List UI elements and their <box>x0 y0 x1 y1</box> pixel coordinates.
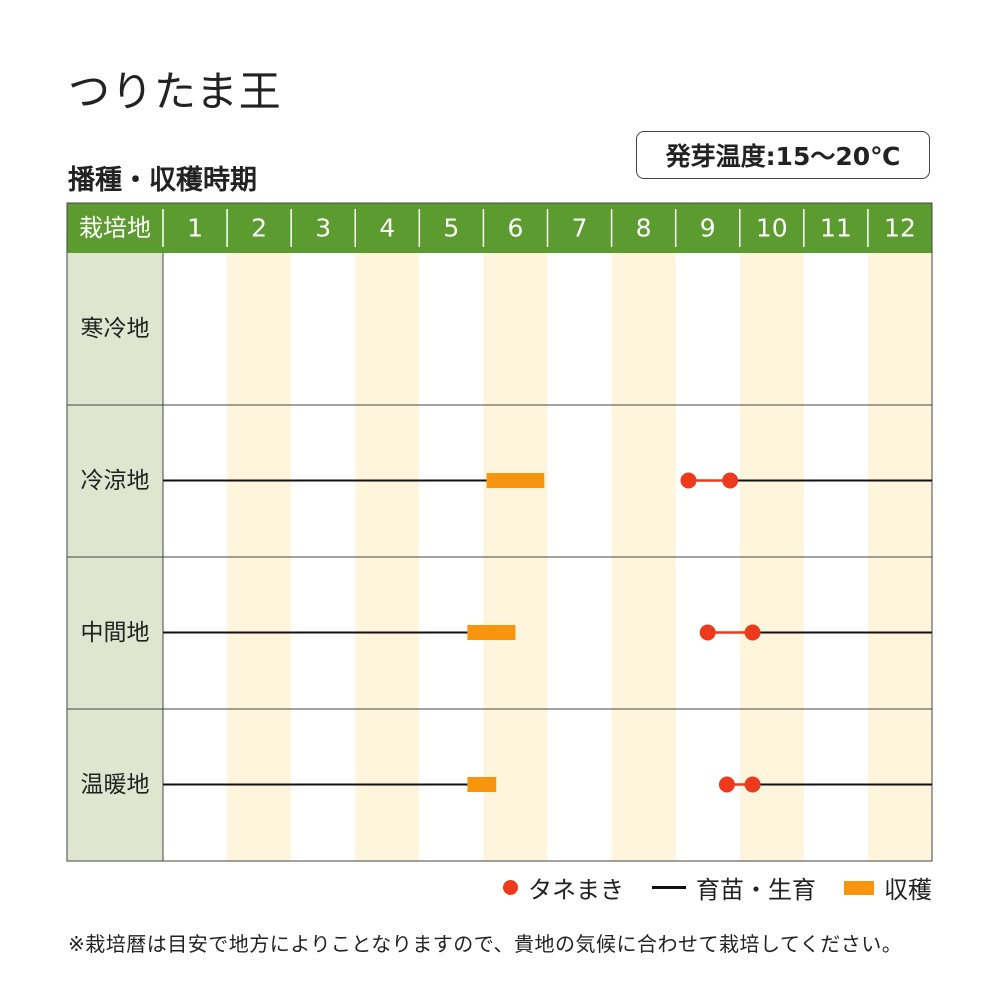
harvest-bar <box>467 777 497 792</box>
sowing-end-point <box>744 624 761 641</box>
sowing-end-point <box>722 472 739 489</box>
month-tick-label: 11 <box>820 214 852 243</box>
month-tick-label: 1 <box>187 214 203 243</box>
sowing-start-point <box>718 776 735 793</box>
sowing-start-point <box>699 624 716 641</box>
legend-harvest-label: 収穫 <box>884 876 932 904</box>
legend-harvest: 収穫 <box>844 870 932 905</box>
row-label-cell <box>67 557 163 709</box>
sowing-start-point <box>680 472 697 489</box>
chart-legend: タネまき 育苗・生育 収穫 <box>475 870 932 905</box>
legend-growing: 育苗・生育 <box>652 870 816 905</box>
month-tick-label: 12 <box>884 214 916 243</box>
region-label: 寒冷地 <box>81 316 150 342</box>
row-label-cell <box>67 709 163 861</box>
region-label: 冷涼地 <box>81 468 150 494</box>
harvest-bar-icon <box>844 880 874 895</box>
month-tick-label: 5 <box>443 214 459 243</box>
harvest-bar <box>467 625 516 640</box>
region-label: 中間地 <box>81 620 150 646</box>
month-tick-label: 4 <box>379 214 395 243</box>
harvest-bar <box>486 473 545 488</box>
legend-growing-label: 育苗・生育 <box>696 876 816 904</box>
germination-temperature-badge: 発芽温度:15〜20℃ <box>636 131 930 179</box>
region-label: 温暖地 <box>81 772 150 798</box>
legend-sowing-label: タネまき <box>528 876 624 904</box>
month-tick-label: 6 <box>508 214 524 243</box>
month-tick-label: 7 <box>572 214 588 243</box>
legend-sowing: タネまき <box>503 870 624 905</box>
row-label-cell <box>67 253 163 405</box>
month-tick-label: 8 <box>636 214 652 243</box>
row-label-cell <box>67 405 163 557</box>
month-tick-label: 10 <box>756 214 788 243</box>
sowing-end-point <box>744 776 761 793</box>
month-tick-label: 3 <box>315 214 331 243</box>
chart-subtitle: 播種・収穫時期 <box>68 165 257 196</box>
sowing-dot-icon <box>503 880 518 895</box>
footnote: ※栽培暦は目安で地方によりことなりますので、貴地の気候に合わせて栽培してください… <box>68 932 903 956</box>
page-title: つりたま王 <box>68 67 282 116</box>
growing-line-icon <box>652 886 686 889</box>
header-label: 栽培地 <box>79 214 151 242</box>
month-tick-label: 9 <box>700 214 716 243</box>
grid-border <box>66 202 933 862</box>
month-tick-label: 2 <box>251 214 267 243</box>
header-row <box>67 203 932 253</box>
